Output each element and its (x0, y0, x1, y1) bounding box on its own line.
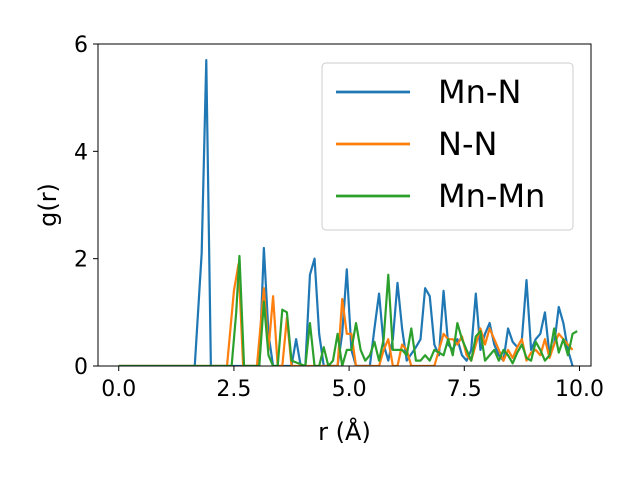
series-line-mn-mn (118, 254, 578, 366)
x-tick-label: 7.5 (447, 377, 482, 402)
y-tick-label: 4 (74, 140, 88, 165)
legend-entry-mn-mn: Mn-Mn (438, 177, 545, 215)
y-tick-label: 6 (74, 33, 88, 58)
y-axis-label: g(r) (34, 183, 62, 227)
legend-box (321, 62, 574, 231)
y-tick-label: 2 (74, 248, 88, 273)
legend-entry-n-n: N-N (438, 125, 497, 163)
x-tick-label: 0.0 (101, 377, 136, 402)
x-tick-label: 10.0 (555, 377, 604, 402)
series-layer (118, 59, 578, 366)
legend-entry-mn-n: Mn-N (438, 73, 521, 111)
x-axis-label: r (Å) (318, 417, 371, 446)
plot-area-frame (97, 43, 592, 367)
x-tick-label: 5.0 (332, 377, 367, 402)
y-tick-label: 0 (74, 355, 88, 380)
series-line-mn-n (118, 59, 574, 366)
series-line-n-n (118, 262, 574, 366)
axis-ticks: 0.0 2.5 5.0 7.5 10.0 0 2 4 6 (74, 33, 604, 402)
x-tick-label: 2.5 (216, 377, 251, 402)
legend: Mn-N N-N Mn-Mn (321, 62, 574, 231)
